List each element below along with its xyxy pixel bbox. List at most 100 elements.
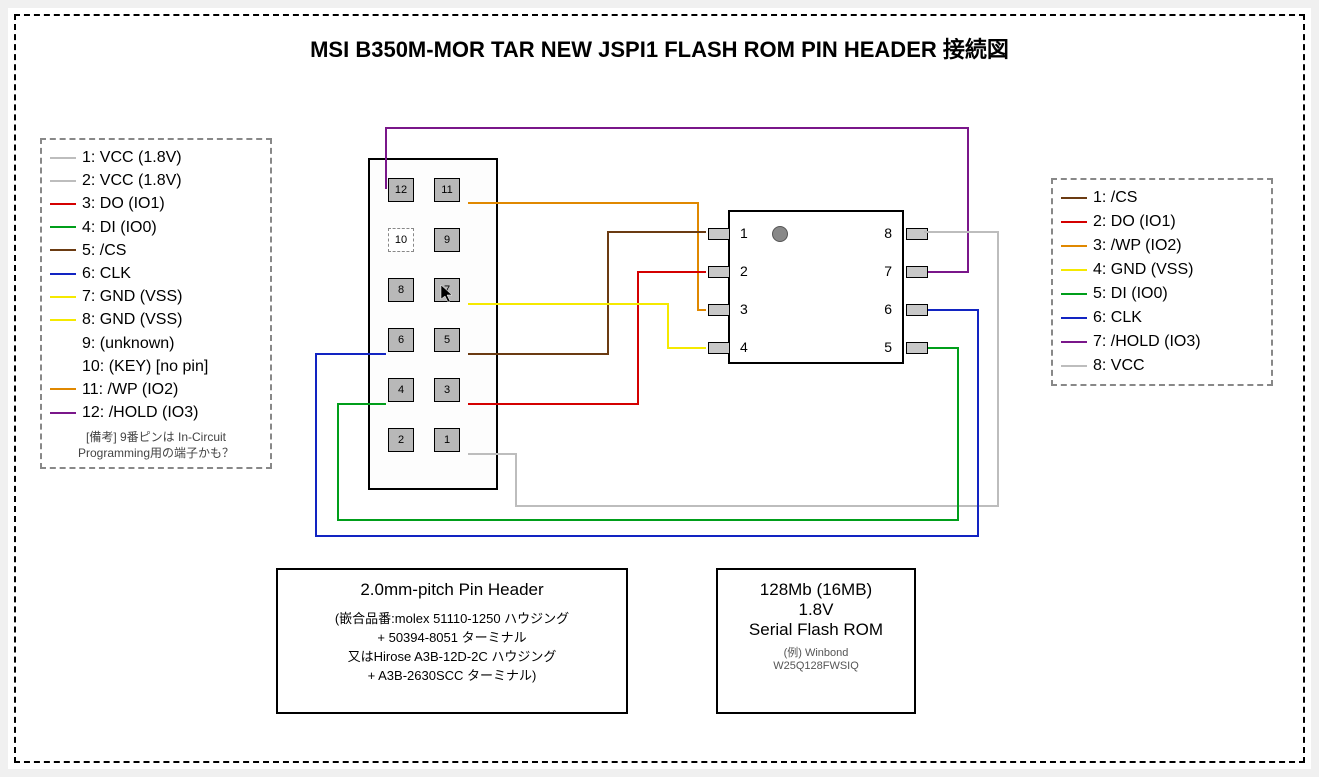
left-legend-row: 8: GND (VSS) bbox=[50, 308, 262, 331]
legend-label: 3: DO (IO1) bbox=[82, 192, 165, 215]
left-legend-row: 10: (KEY) [no pin] bbox=[50, 355, 262, 378]
legend-label: 7: GND (VSS) bbox=[82, 285, 182, 308]
info-line: 又はHirose A3B-12D-2C ハウジング bbox=[292, 646, 612, 665]
header-pin: 12 bbox=[388, 178, 414, 202]
chip-lead bbox=[906, 228, 928, 240]
header-pin: 3 bbox=[434, 378, 460, 402]
info-line: (嵌合品番:molex 51110-1250 ハウジング bbox=[292, 608, 612, 627]
legend-label: 1: /CS bbox=[1093, 186, 1137, 210]
legend-label: 8: GND (VSS) bbox=[82, 308, 182, 331]
legend-label: 10: (KEY) [no pin] bbox=[82, 355, 208, 378]
chip-pin-number: 4 bbox=[740, 339, 748, 355]
legend-label: 2: DO (IO1) bbox=[1093, 210, 1176, 234]
color-swatch bbox=[1061, 317, 1087, 319]
info-line: Serial Flash ROM bbox=[732, 620, 900, 640]
legend-label: 4: GND (VSS) bbox=[1093, 258, 1193, 282]
legend-label: 5: /CS bbox=[82, 239, 126, 262]
left-legend-row: 5: /CS bbox=[50, 239, 262, 262]
info-line: 1.8V bbox=[732, 600, 900, 620]
legend-label: 7: /HOLD (IO3) bbox=[1093, 330, 1201, 354]
header-pin: 5 bbox=[434, 328, 460, 352]
color-swatch bbox=[50, 157, 76, 159]
legend-label: 4: DI (IO0) bbox=[82, 216, 157, 239]
chip-lead bbox=[906, 304, 928, 316]
right-legend-row: 2: DO (IO1) bbox=[1061, 210, 1263, 234]
legend-label: 2: VCC (1.8V) bbox=[82, 169, 182, 192]
color-swatch bbox=[1061, 221, 1087, 223]
legend-label: 12: /HOLD (IO3) bbox=[82, 401, 198, 424]
chip-lead bbox=[906, 266, 928, 278]
right-chip-legend: 1: /CS2: DO (IO1)3: /WP (IO2)4: GND (VSS… bbox=[1051, 178, 1273, 386]
color-swatch bbox=[50, 319, 76, 321]
mouse-cursor-icon bbox=[440, 284, 456, 309]
color-swatch bbox=[50, 226, 76, 228]
right-legend-row: 3: /WP (IO2) bbox=[1061, 234, 1263, 258]
left-legend-row: 2: VCC (1.8V) bbox=[50, 169, 262, 192]
flash-rom-chip: 18273645 bbox=[728, 210, 904, 364]
right-legend-row: 6: CLK bbox=[1061, 306, 1263, 330]
pin-header-block: 121110987654321 bbox=[368, 158, 498, 490]
header-pin-key: 10 bbox=[388, 228, 414, 252]
chip-lead bbox=[708, 342, 730, 354]
chip-pin-number: 8 bbox=[884, 225, 892, 241]
left-legend-row: 7: GND (VSS) bbox=[50, 285, 262, 308]
left-legend-row: 12: /HOLD (IO3) bbox=[50, 401, 262, 424]
chip-pin-number: 1 bbox=[740, 225, 748, 241]
right-legend-row: 4: GND (VSS) bbox=[1061, 258, 1263, 282]
header-pin: 6 bbox=[388, 328, 414, 352]
pin-header-info-box: 2.0mm-pitch Pin Header (嵌合品番:molex 51110-… bbox=[276, 568, 628, 714]
left-legend-row: 11: /WP (IO2) bbox=[50, 378, 262, 401]
legend-label: 6: CLK bbox=[1093, 306, 1142, 330]
left-legend-row: 3: DO (IO1) bbox=[50, 192, 262, 215]
right-legend-row: 8: VCC bbox=[1061, 354, 1263, 378]
chip-pin-number: 2 bbox=[740, 263, 748, 279]
left-pin-legend: 1: VCC (1.8V)2: VCC (1.8V)3: DO (IO1)4: … bbox=[40, 138, 272, 469]
info-line: 128Mb (16MB) bbox=[732, 580, 900, 600]
legend-label: 3: /WP (IO2) bbox=[1093, 234, 1182, 258]
left-legend-row: 9: (unknown) bbox=[50, 332, 262, 355]
legend-label: 5: DI (IO0) bbox=[1093, 282, 1168, 306]
header-pin: 11 bbox=[434, 178, 460, 202]
chip-pin1-dot bbox=[772, 226, 788, 242]
chip-pin-number: 7 bbox=[884, 263, 892, 279]
legend-label: 11: /WP (IO2) bbox=[82, 378, 178, 401]
color-swatch bbox=[1061, 365, 1087, 367]
left-legend-note: [備考] 9番ピンは In-CircuitProgramming用の端子かも？ bbox=[50, 430, 262, 461]
chip-lead bbox=[906, 342, 928, 354]
right-legend-row: 5: DI (IO0) bbox=[1061, 282, 1263, 306]
info-line: + 50394-8051 ターミナル bbox=[292, 627, 612, 646]
color-swatch bbox=[50, 296, 76, 298]
left-legend-row: 1: VCC (1.8V) bbox=[50, 146, 262, 169]
legend-label: 8: VCC bbox=[1093, 354, 1145, 378]
chip-pin-number: 5 bbox=[884, 339, 892, 355]
info-line: + A3B-2630SCC ターミナル) bbox=[292, 665, 612, 684]
chip-lead bbox=[708, 266, 730, 278]
color-swatch bbox=[50, 249, 76, 251]
chip-pin-number: 6 bbox=[884, 301, 892, 317]
header-pin: 1 bbox=[434, 428, 460, 452]
color-swatch bbox=[50, 203, 76, 205]
color-swatch bbox=[1061, 341, 1087, 343]
legend-label: 9: (unknown) bbox=[82, 332, 175, 355]
header-pin: 9 bbox=[434, 228, 460, 252]
color-swatch bbox=[50, 388, 76, 390]
right-legend-row: 1: /CS bbox=[1061, 186, 1263, 210]
page-canvas: MSI B350M-MOR TAR NEW JSPI1 FLASH ROM PI… bbox=[8, 8, 1311, 769]
info-line: 2.0mm-pitch Pin Header bbox=[292, 580, 612, 600]
header-pin: 2 bbox=[388, 428, 414, 452]
header-pin: 8 bbox=[388, 278, 414, 302]
color-swatch bbox=[50, 412, 76, 414]
legend-label: 6: CLK bbox=[82, 262, 131, 285]
color-swatch bbox=[1061, 269, 1087, 271]
diagram-title: MSI B350M-MOR TAR NEW JSPI1 FLASH ROM PI… bbox=[8, 32, 1311, 64]
legend-label: 1: VCC (1.8V) bbox=[82, 146, 182, 169]
info-line: (例) Winbond bbox=[732, 644, 900, 660]
color-swatch bbox=[50, 180, 76, 182]
header-pin: 4 bbox=[388, 378, 414, 402]
color-swatch bbox=[1061, 197, 1087, 199]
info-line: W25Q128FWSIQ bbox=[732, 660, 900, 672]
left-legend-row: 6: CLK bbox=[50, 262, 262, 285]
left-legend-row: 4: DI (IO0) bbox=[50, 216, 262, 239]
color-swatch bbox=[50, 273, 76, 275]
chip-lead bbox=[708, 228, 730, 240]
